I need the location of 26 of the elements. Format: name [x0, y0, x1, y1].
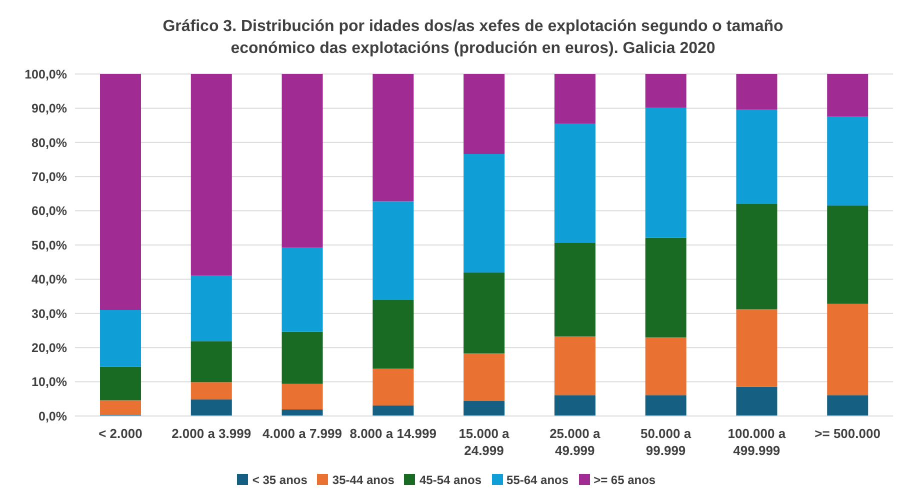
y-tick-label: 30,0%: [32, 306, 67, 321]
legend-label: 55-64 anos: [506, 473, 569, 487]
x-tick-label: 15.000 a 24.999: [458, 426, 510, 458]
x-tick-label: >= 500.000: [814, 426, 880, 441]
legend-label: >= 65 anos: [594, 473, 656, 487]
legend-label: 45-54 anos: [419, 473, 482, 487]
y-tick-label: 50,0%: [32, 238, 67, 252]
y-tick-label: 70,0%: [32, 170, 67, 184]
x-tick-label: 2.000 a 3.999: [172, 426, 252, 441]
y-tick-label: 90,0%: [32, 102, 67, 116]
x-tick-label: 8.000 a 14.999: [350, 426, 436, 441]
legend-label: 35-44 anos: [332, 473, 394, 487]
y-tick-label: 100,0%: [24, 67, 67, 82]
x-tick-label: 50.000 a 99.999: [640, 426, 692, 458]
x-tick-label: < 2.000: [98, 426, 142, 441]
y-tick-label: 0,0%: [38, 409, 67, 424]
x-tick-label: 4.000 a 7.999: [262, 426, 342, 441]
legend-label: < 35 anos: [252, 473, 308, 487]
chart-title: Gráfico 3. Distribución por idades dos/as xefes de explotación segundo o tamaño económico das explotacións (produción en euros). Galicia 2020: [162, 17, 784, 59]
x-tick-label: 100.000 a 499.999: [728, 426, 786, 458]
y-tick-label: 80,0%: [32, 136, 67, 150]
y-tick-label: 10,0%: [32, 375, 67, 390]
y-tick-label: 40,0%: [32, 272, 67, 287]
y-tick-label: 20,0%: [32, 341, 67, 356]
y-tick-label: 60,0%: [32, 204, 67, 218]
x-tick-label: 25.000 a 49.999: [550, 426, 601, 458]
